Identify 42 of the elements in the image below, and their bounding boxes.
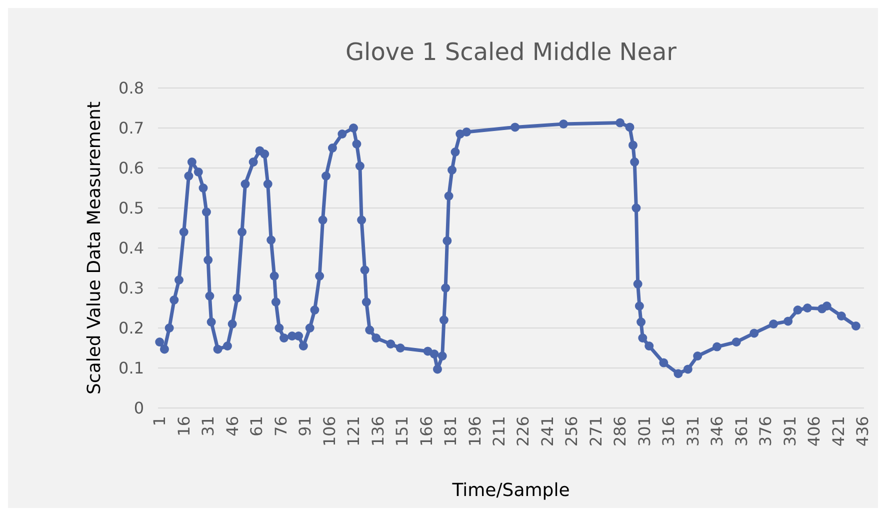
x-tick-label: 46 (222, 416, 242, 436)
x-tick-label: 166 (416, 416, 436, 447)
y-tick-label: 0.3 (118, 278, 144, 298)
x-tick-label: 136 (368, 416, 388, 447)
x-tick-label: 361 (732, 416, 751, 447)
y-tick-label: 0.8 (118, 78, 144, 98)
x-tick-label: 301 (634, 416, 654, 447)
y-tick-label: 0.2 (118, 318, 144, 338)
x-tick-label: 211 (489, 416, 508, 447)
x-axis-title: Time/Sample (451, 480, 570, 501)
x-tick-label: 391 (780, 416, 800, 447)
x-tick-label: 376 (756, 416, 776, 447)
x-tick-label: 61 (247, 416, 266, 436)
x-tick-label: 121 (344, 416, 364, 447)
x-tick-label: 271 (586, 416, 606, 447)
x-tick-label: 316 (659, 416, 678, 447)
x-tick-label: 406 (804, 416, 824, 447)
x-tick-label: 181 (441, 416, 460, 447)
y-tick-label: 0.4 (118, 238, 144, 258)
y-axis-title: Scaled Value Data Measurement (84, 101, 105, 395)
x-tick-label: 106 (320, 416, 339, 447)
y-tick-label: 0.1 (118, 358, 144, 378)
x-tick-label: 241 (538, 416, 557, 447)
x-tick-label: 421 (828, 416, 848, 447)
x-tick-label: 196 (465, 416, 484, 447)
y-tick-label: 0.6 (118, 158, 144, 178)
y-tick-label: 0 (134, 398, 144, 418)
x-tick-label: 151 (392, 416, 412, 447)
x-tick-label: 226 (514, 416, 533, 447)
x-tick-label: 16 (174, 416, 194, 436)
y-tick-label: 0.5 (118, 198, 144, 218)
x-tick-label: 91 (296, 416, 315, 436)
x-tick-label: 346 (708, 416, 727, 447)
x-tick-label: 76 (271, 416, 290, 436)
x-tick-label: 1 (150, 416, 170, 426)
x-tick-label: 286 (610, 416, 630, 447)
y-tick-label: 0.7 (118, 118, 144, 138)
chart-title: Glove 1 Scaled Middle Near (345, 38, 677, 66)
x-tick-label: 256 (562, 416, 582, 447)
x-tick-label: 31 (198, 416, 218, 436)
x-tick-label: 436 (852, 416, 872, 447)
x-tick-label: 331 (683, 416, 702, 447)
